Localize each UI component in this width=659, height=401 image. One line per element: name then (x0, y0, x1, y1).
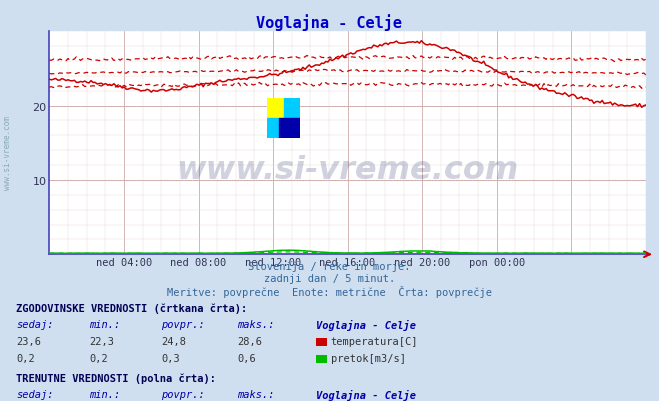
Text: temperatura[C]: temperatura[C] (331, 336, 418, 346)
Text: maks.:: maks.: (237, 389, 275, 399)
Text: 0,2: 0,2 (89, 353, 107, 363)
Text: Voglajna - Celje: Voglajna - Celje (316, 320, 416, 330)
Text: ZGODOVINSKE VREDNOSTI (črtkana črta):: ZGODOVINSKE VREDNOSTI (črtkana črta): (16, 303, 248, 313)
Text: 22,3: 22,3 (89, 336, 114, 346)
Text: 0,6: 0,6 (237, 353, 256, 363)
Text: povpr.:: povpr.: (161, 320, 205, 330)
Text: Voglajna - Celje: Voglajna - Celje (316, 389, 416, 400)
Bar (267, 99, 283, 119)
Bar (267, 119, 279, 139)
Text: 23,6: 23,6 (16, 336, 42, 346)
Text: zadnji dan / 5 minut.: zadnji dan / 5 minut. (264, 273, 395, 284)
Bar (283, 99, 300, 119)
Text: min.:: min.: (89, 389, 120, 399)
Text: 0,3: 0,3 (161, 353, 180, 363)
Text: maks.:: maks.: (237, 320, 275, 330)
Text: povpr.:: povpr.: (161, 389, 205, 399)
Text: Slovenija / reke in morje.: Slovenija / reke in morje. (248, 261, 411, 271)
Text: 24,8: 24,8 (161, 336, 186, 346)
Text: sedaj:: sedaj: (16, 389, 54, 399)
Text: min.:: min.: (89, 320, 120, 330)
Text: www.si-vreme.com: www.si-vreme.com (177, 155, 519, 186)
Text: 28,6: 28,6 (237, 336, 262, 346)
Text: pretok[m3/s]: pretok[m3/s] (331, 353, 406, 363)
Text: www.si-vreme.com: www.si-vreme.com (3, 115, 13, 189)
Bar (279, 119, 300, 139)
Text: sedaj:: sedaj: (16, 320, 54, 330)
Text: TRENUTNE VREDNOSTI (polna črta):: TRENUTNE VREDNOSTI (polna črta): (16, 372, 216, 383)
Text: 0,2: 0,2 (16, 353, 35, 363)
Text: Meritve: povprečne  Enote: metrične  Črta: povprečje: Meritve: povprečne Enote: metrične Črta:… (167, 286, 492, 298)
Text: Voglajna - Celje: Voglajna - Celje (256, 14, 403, 31)
